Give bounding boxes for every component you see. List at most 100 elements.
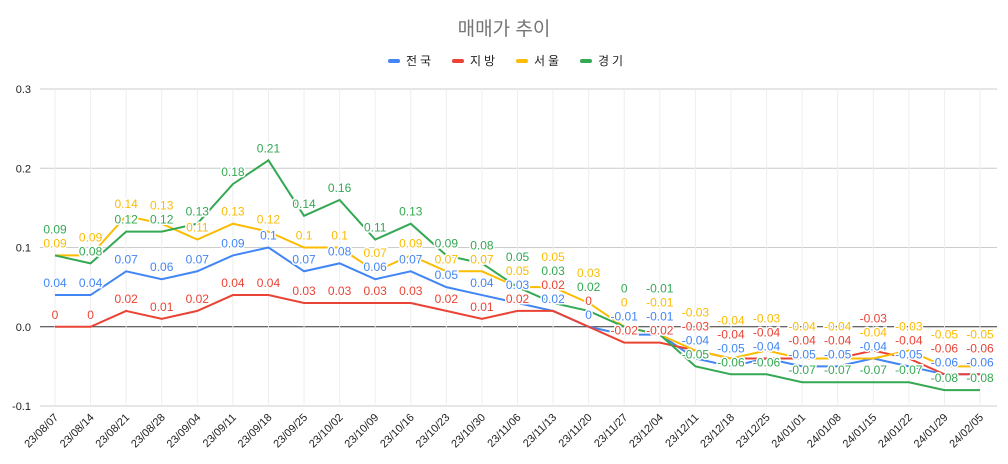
legend-item-지방[interactable]: 지방 <box>452 54 498 68</box>
data-label: 0.08 <box>470 238 494 252</box>
data-label: 0.09 <box>79 230 103 244</box>
legend-label: 지방 <box>470 54 498 68</box>
x-tick-label: 23/09/11 <box>201 412 239 450</box>
x-tick-label: 24/02/05 <box>947 412 986 451</box>
data-label: -0.07 <box>824 363 852 377</box>
x-axis: 23/08/0723/08/1423/08/2123/08/2823/09/04… <box>22 412 986 451</box>
data-label: 0.02 <box>577 280 601 294</box>
data-label: -0.05 <box>682 347 710 361</box>
data-label: 0.21 <box>257 141 281 155</box>
data-label: 0.07 <box>114 252 138 266</box>
x-tick-label: 24/01/01 <box>769 412 808 451</box>
data-label: -0.07 <box>895 363 923 377</box>
y-tick-label: 0.3 <box>16 84 31 96</box>
y-tick-label: 0.0 <box>16 322 31 334</box>
data-label: -0.04 <box>824 319 852 333</box>
legend-item-서울[interactable]: 서울 <box>516 54 562 68</box>
data-label: 0.02 <box>435 292 459 306</box>
data-label: -0.04 <box>682 333 710 347</box>
x-tick-label: 23/11/27 <box>592 412 630 450</box>
x-tick-label: 23/09/25 <box>271 412 310 451</box>
data-label: -0.03 <box>682 305 710 319</box>
data-label: 0.16 <box>328 181 352 195</box>
data-label: -0.06 <box>717 355 745 369</box>
data-label: 0.13 <box>221 205 245 219</box>
x-tick-label: 23/08/21 <box>94 412 133 451</box>
data-label: 0.01 <box>150 300 174 314</box>
data-label: -0.04 <box>860 339 888 353</box>
data-label: -0.03 <box>860 311 888 325</box>
legend-swatch <box>516 59 528 63</box>
data-label: 0.08 <box>328 244 352 258</box>
data-label: 0.07 <box>470 252 494 266</box>
data-label: 0 <box>87 308 94 322</box>
x-tick-label: 23/09/18 <box>236 412 275 451</box>
data-label: 0.09 <box>221 236 245 250</box>
data-label: 0.03 <box>506 278 530 292</box>
data-label: 0.02 <box>506 292 530 306</box>
x-tick-label: 23/12/18 <box>698 412 737 451</box>
data-label: 0.05 <box>506 264 530 278</box>
data-label: -0.03 <box>753 311 781 325</box>
x-tick-label: 23/11/13 <box>521 412 559 450</box>
data-label: 0.03 <box>541 264 565 278</box>
data-label: 0.02 <box>114 292 138 306</box>
data-label: 0.08 <box>79 244 103 258</box>
legend-swatch <box>452 59 464 63</box>
legend: 전국 지방 서울 경기 <box>388 54 626 68</box>
data-label: -0.03 <box>895 319 923 333</box>
legend-item-경기[interactable]: 경기 <box>580 54 626 68</box>
data-label: 0.12 <box>150 213 174 227</box>
chart-title: 매매가 추이 <box>458 18 551 40</box>
data-label: -0.01 <box>646 296 674 310</box>
data-label: -0.04 <box>717 327 745 341</box>
data-label: -0.01 <box>611 310 639 324</box>
y-tick-label: 0.1 <box>16 243 31 255</box>
legend-label: 서울 <box>534 54 562 68</box>
legend-swatch <box>580 59 592 63</box>
data-label: -0.04 <box>788 319 816 333</box>
data-label: -0.05 <box>824 347 852 361</box>
data-label: 0.07 <box>435 252 459 266</box>
y-axis: 0.3 0.2 0.1 0.0 -0.1 <box>12 84 31 413</box>
data-label: 0.07 <box>186 252 210 266</box>
data-label: -0.04 <box>824 333 852 347</box>
x-tick-label: 24/01/08 <box>805 412 844 451</box>
legend-label: 경기 <box>598 54 626 68</box>
data-label: -0.06 <box>931 355 959 369</box>
data-label: 0.03 <box>292 284 316 298</box>
legend-label: 전국 <box>406 54 434 68</box>
x-tick-label: 23/09/04 <box>165 412 204 451</box>
legend-item-전국[interactable]: 전국 <box>388 54 434 68</box>
data-label: -0.04 <box>788 333 816 347</box>
data-label: -0.06 <box>966 355 994 369</box>
data-label: 0.05 <box>541 250 565 264</box>
data-label: 0.11 <box>364 221 387 235</box>
data-label: -0.07 <box>860 363 888 377</box>
data-label: -0.02 <box>611 324 639 338</box>
data-label: 0.13 <box>186 205 210 219</box>
x-tick-label: 24/01/15 <box>841 412 880 451</box>
data-label: 0.02 <box>541 292 565 306</box>
data-label: 0.14 <box>292 197 316 211</box>
data-label: -0.03 <box>682 319 710 333</box>
data-label: -0.05 <box>717 341 745 355</box>
data-label: 0.1 <box>331 229 348 243</box>
data-label: -0.01 <box>646 282 674 296</box>
data-label: 0.11 <box>186 221 209 235</box>
data-label: 0.12 <box>257 213 281 227</box>
data-label: -0.04 <box>860 325 888 339</box>
data-label: 0 <box>621 296 628 310</box>
data-label: 0.04 <box>79 276 103 290</box>
x-tick-label: 23/10/02 <box>307 412 346 451</box>
data-label: 0.09 <box>399 236 423 250</box>
x-tick-label: 23/10/16 <box>378 412 417 451</box>
data-label: -0.04 <box>753 339 781 353</box>
data-label: -0.06 <box>931 341 959 355</box>
data-label: 0.09 <box>43 222 67 236</box>
data-label: -0.05 <box>966 327 994 341</box>
data-label: 0.14 <box>114 197 138 211</box>
data-label: 0 <box>585 294 592 308</box>
data-label: 0.04 <box>221 276 245 290</box>
